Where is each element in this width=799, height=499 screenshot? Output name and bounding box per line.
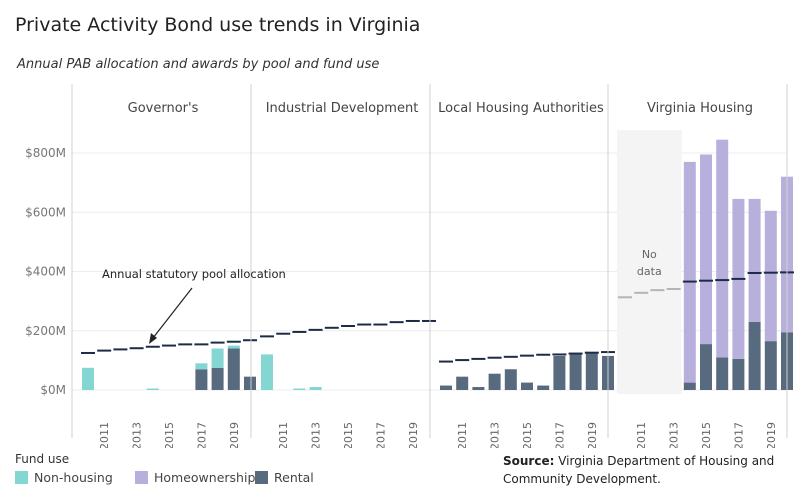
x-tick-label: 2015 (163, 422, 176, 448)
bar-rental (683, 382, 696, 390)
bar-rental (553, 355, 566, 390)
y-tick-label: $600M (25, 205, 66, 219)
bar-non-housing (146, 388, 159, 390)
panel-title: Governor's (128, 101, 199, 116)
legend-swatch (135, 471, 148, 484)
x-tick-label: 2013 (489, 422, 502, 448)
bar-rental (504, 369, 517, 390)
no-data-label: data (637, 265, 662, 278)
y-tick-label: $400M (25, 265, 66, 279)
bar-rental (716, 357, 729, 390)
bar-rental (700, 344, 712, 390)
x-tick-label: 2019 (586, 422, 599, 448)
x-tick-label: 2013 (310, 422, 323, 448)
bar-rental (211, 367, 224, 390)
x-tick-label: 2011 (635, 422, 648, 448)
bar-homeownership (764, 210, 777, 342)
x-tick-label: 2019 (228, 422, 241, 448)
annotation-label: Annual statutory pool allocation (102, 267, 286, 281)
source-note: Source: Virginia Department of Housing a… (503, 452, 783, 488)
legend-title: Fund use (15, 452, 70, 466)
x-tick-label: 2015 (342, 422, 355, 448)
x-tick-label: 2011 (277, 422, 290, 448)
legend-item-non-housing: Non-housing (15, 470, 113, 485)
x-tick-label: 2015 (700, 422, 713, 448)
legend-swatch (255, 471, 268, 484)
bar-rental (227, 348, 240, 390)
legend-item-homeownership: Homeownership (135, 470, 255, 485)
bar-rental (569, 352, 582, 390)
bar-rental (521, 382, 533, 390)
x-tick-label: 2017 (195, 422, 208, 448)
bar-rental (472, 387, 485, 390)
bar-non-housing (227, 345, 240, 349)
bar-rental (195, 369, 208, 390)
chart-subtitle: Annual PAB allocation and awards by pool… (17, 57, 380, 72)
bar-rental (440, 385, 452, 390)
panel-title: Local Housing Authorities (438, 101, 604, 116)
no-data-region (617, 130, 682, 394)
bar-rental (732, 358, 745, 390)
bar-rental (244, 376, 256, 390)
legend-swatch (15, 471, 28, 484)
bar-rental (748, 321, 761, 390)
bar-homeownership (683, 161, 696, 383)
legend-item-rental: Rental (255, 470, 314, 485)
bar-rental (456, 376, 469, 390)
annotation-arrow (152, 287, 193, 339)
legend-label: Rental (274, 470, 314, 485)
x-tick-label: 2019 (407, 422, 420, 448)
bar-rental (537, 385, 550, 390)
x-tick-label: 2017 (732, 422, 745, 448)
bar-non-housing (211, 348, 224, 368)
y-tick-label: $200M (25, 324, 66, 338)
panel-title: Industrial Development (266, 101, 419, 116)
bar-homeownership (716, 139, 729, 358)
chart-area: $0M $200M $400M $600M $800M Governor's 2011 201… (25, 84, 794, 448)
bar-non-housing (309, 387, 322, 390)
bar-rental (764, 341, 777, 390)
bar-rental (488, 373, 501, 390)
bar-non-housing (82, 367, 94, 390)
y-tick-label: $0M (40, 383, 66, 397)
bar-non-housing (261, 354, 273, 390)
source-label: Source: (503, 454, 555, 468)
x-tick-label: 2011 (98, 422, 111, 448)
chart-title: Private Activity Bond use trends in Virg… (15, 14, 421, 36)
x-tick-label: 2017 (374, 422, 387, 448)
x-tick-label: 2011 (456, 422, 469, 448)
legend-label: Non-housing (34, 470, 113, 485)
annotation-arrowhead (149, 333, 157, 344)
bar-homeownership (700, 154, 712, 345)
bar-non-housing (293, 388, 306, 390)
panel-title: Virginia Housing (647, 101, 753, 116)
legend-label: Homeownership (154, 470, 256, 485)
x-tick-label: 2015 (521, 422, 534, 448)
bar-homeownership (748, 198, 761, 322)
x-tick-label: 2019 (765, 422, 778, 448)
no-data-label: No (642, 248, 657, 261)
x-tick-label: 2013 (131, 422, 144, 448)
bar-non-housing (195, 363, 208, 370)
x-tick-label: 2013 (668, 422, 681, 448)
bar-rental (585, 352, 598, 390)
y-tick-label: $800M (25, 146, 66, 160)
x-tick-label: 2017 (553, 422, 566, 448)
source-text: Virginia Department of Housing and Commu… (503, 454, 775, 486)
